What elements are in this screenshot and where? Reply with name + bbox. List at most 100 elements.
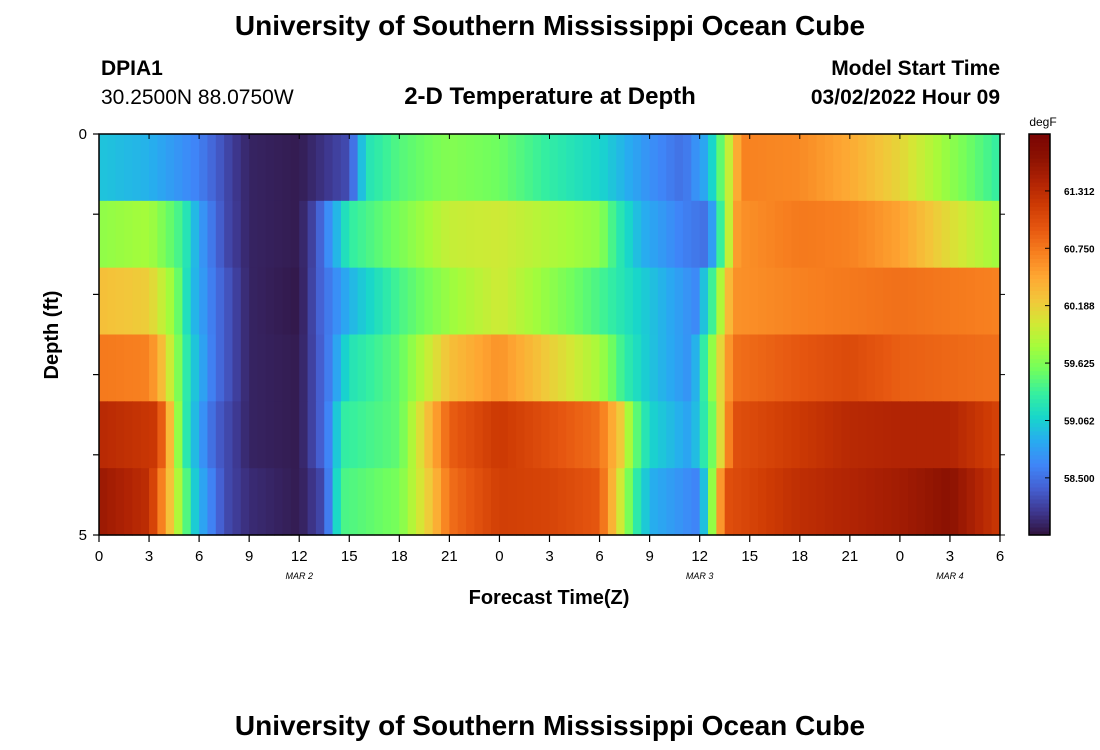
heatmap-cell — [974, 334, 984, 402]
colorbar-segment — [1029, 398, 1050, 404]
colorbar-segment — [1029, 218, 1050, 223]
page-title: University of Southern Mississippi Ocean… — [234, 10, 866, 41]
heatmap-cell — [908, 401, 918, 469]
heatmap-cell — [774, 334, 784, 402]
heatmap-cell — [758, 267, 767, 336]
heatmap-cell — [557, 401, 567, 469]
colorbar-segment — [1029, 290, 1050, 295]
heatmap-cell — [741, 200, 751, 269]
heatmap-cell — [691, 401, 701, 469]
heatmap-cell — [941, 200, 951, 269]
heatmap-cell — [591, 334, 601, 402]
heatmap-cell — [199, 267, 209, 336]
heatmap-cell — [324, 468, 334, 536]
heatmap-cell — [649, 334, 659, 402]
heatmap-cell — [674, 200, 684, 269]
heatmap-cell — [149, 334, 158, 402]
heatmap-cell — [949, 200, 959, 269]
colorbar-tick-label: 60.750 — [1064, 244, 1095, 255]
heatmap-cell — [557, 134, 567, 202]
heatmap-cell — [616, 334, 626, 402]
colorbar-segment — [1029, 214, 1050, 219]
heatmap-cell — [966, 401, 976, 469]
heatmap-cell — [874, 134, 884, 202]
heatmap-cell — [107, 267, 117, 336]
heatmap-cell — [499, 267, 509, 336]
heatmap-cell — [132, 200, 142, 269]
heatmap-cell — [649, 267, 659, 336]
heatmap-cell — [958, 468, 968, 536]
colorbar-segment — [1029, 318, 1050, 324]
heatmap-cell — [874, 468, 884, 536]
heatmap-cell — [824, 468, 834, 536]
heatmap-cell — [741, 334, 751, 402]
x-tick-label: 12 — [691, 548, 708, 565]
heatmap-cell — [983, 200, 993, 269]
heatmap-cell — [499, 401, 509, 469]
heatmap-cell — [591, 267, 601, 336]
heatmap-cell — [224, 134, 234, 202]
heatmap-cell — [991, 468, 1001, 536]
heatmap-cell — [632, 334, 642, 402]
heatmap-cell — [190, 468, 200, 536]
heatmap-cell — [524, 267, 534, 336]
heatmap-cell — [441, 267, 450, 336]
heatmap-cell — [783, 267, 793, 336]
heatmap-cell — [124, 267, 133, 336]
heatmap-cell — [282, 468, 292, 536]
heatmap-cell — [849, 200, 859, 269]
heatmap-cell — [966, 267, 976, 336]
heatmap-cell — [457, 267, 467, 336]
heatmap-cell — [582, 468, 592, 536]
heatmap-cell — [199, 401, 209, 469]
heatmap-cell — [349, 134, 359, 202]
heatmap-cell — [407, 267, 417, 336]
heatmap-cell — [424, 468, 434, 536]
heatmap-cell — [182, 468, 192, 536]
colorbar-segment — [1029, 226, 1050, 231]
heatmap-cell — [582, 267, 592, 336]
x-axis: 0 3 6 9 12 15 18 21 0 3 6 9 12 15 18 21 0 3 6 — [95, 134, 1004, 565]
heatmap-cell — [441, 401, 450, 469]
heatmap-cell — [599, 401, 609, 469]
heatmap-cell — [215, 468, 225, 536]
heatmap-cell — [265, 134, 275, 202]
heatmap-cell — [908, 267, 918, 336]
heatmap-cell — [315, 401, 325, 469]
heatmap-cell — [382, 134, 392, 202]
colorbar-segment — [1029, 186, 1050, 191]
heatmap-cell — [357, 468, 367, 536]
heatmap-cell — [641, 401, 651, 469]
heatmap-cell — [599, 267, 609, 336]
heatmap-cell — [891, 334, 901, 402]
heatmap-cell — [716, 468, 726, 536]
heatmap-cell — [783, 134, 793, 202]
heatmap-cell — [916, 334, 926, 402]
heatmap-cell — [157, 200, 167, 269]
heatmap-cell — [624, 401, 634, 469]
x-tick-label: 6 — [996, 548, 1004, 565]
heatmap-cell — [666, 334, 676, 402]
heatmap-cell — [224, 401, 234, 469]
heatmap-cell — [182, 134, 192, 202]
heatmap-cell — [783, 468, 793, 536]
heatmap-cell — [891, 468, 901, 536]
heatmap-cell — [307, 468, 317, 536]
heatmap-cell — [883, 267, 893, 336]
heatmap-cell — [657, 200, 667, 269]
heatmap-cell — [708, 468, 717, 536]
heatmap-cell — [324, 267, 334, 336]
heatmap-cell — [899, 200, 909, 269]
heatmap-cell — [499, 468, 509, 536]
heatmap-cell — [374, 134, 384, 202]
heatmap-cells — [99, 134, 1001, 536]
heatmap-cell — [207, 200, 217, 269]
heatmap-cell — [190, 200, 200, 269]
heatmap-cell — [849, 334, 859, 402]
heatmap-cell — [207, 401, 217, 469]
heatmap-cell — [99, 401, 108, 469]
heatmap-cell — [716, 401, 726, 469]
heatmap-cell — [783, 334, 793, 402]
heatmap-cell — [699, 468, 709, 536]
heatmap-cell — [799, 267, 809, 336]
